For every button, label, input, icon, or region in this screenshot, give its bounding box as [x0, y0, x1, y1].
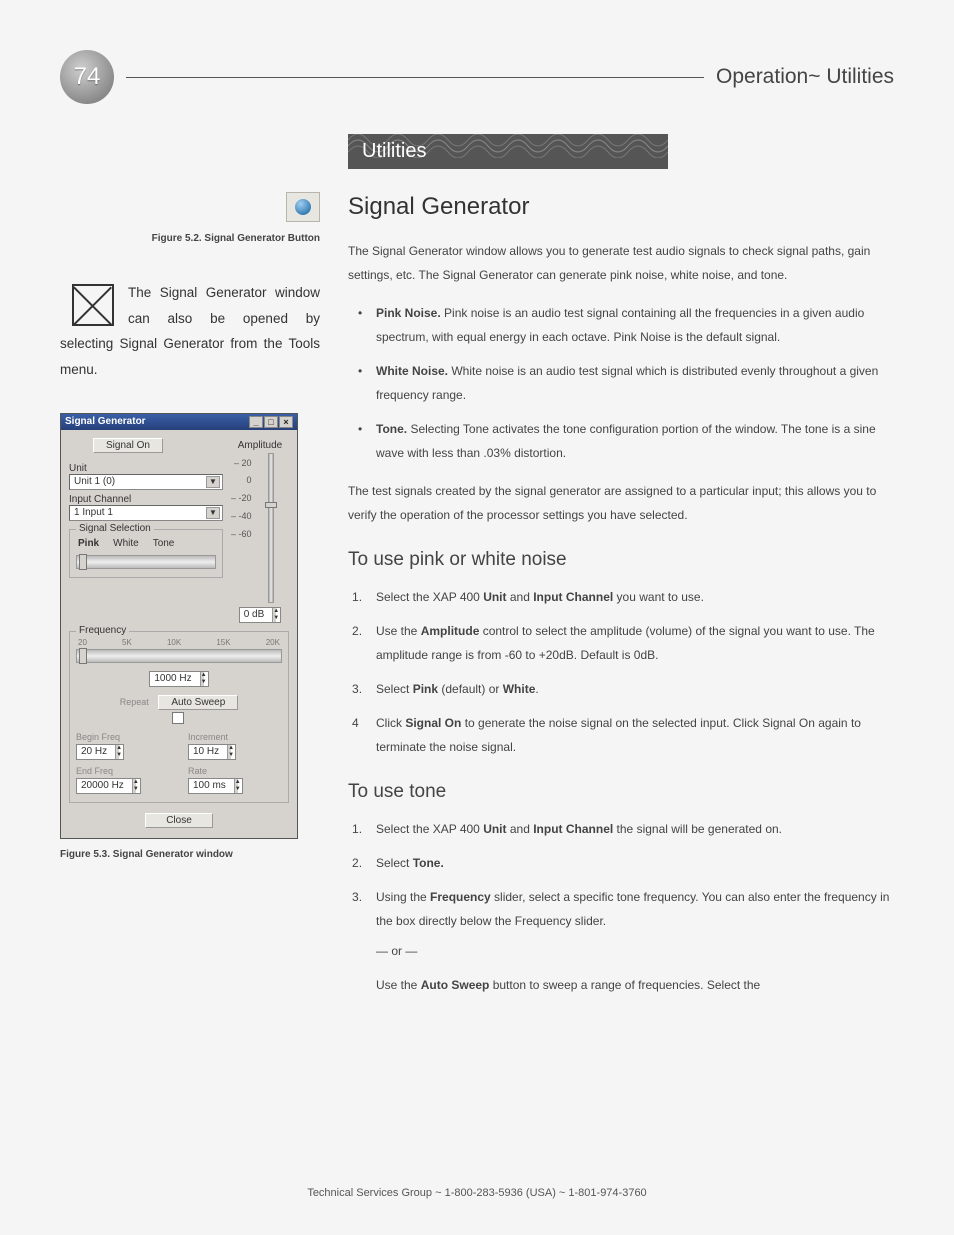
rate-spinner[interactable]: 100 ms▲▼ [188, 778, 243, 794]
noise-step-4: Click Signal On to generate the noise si… [348, 711, 894, 759]
signal-generator-button-icon [286, 192, 320, 222]
chevron-down-icon: ▼ [206, 476, 220, 488]
unit-value: Unit 1 (0) [74, 476, 115, 487]
page-footer: Technical Services Group ~ 1-800-283-593… [0, 1187, 954, 1199]
noise-step-2: Use the Amplitude control to select the … [348, 619, 894, 667]
close-icon[interactable]: × [279, 416, 293, 428]
frequency-label: Frequency [76, 625, 129, 636]
chevron-down-icon: ▼ [206, 507, 220, 519]
input-channel-label: Input Channel [69, 494, 223, 505]
input-channel-select[interactable]: 1 Input 1 ▼ [69, 505, 223, 521]
begin-freq-value: 20 Hz [77, 745, 111, 759]
section-title: Signal Generator [348, 193, 894, 221]
intro-paragraph: The Signal Generator window allows you t… [348, 239, 894, 287]
radio-pink[interactable]: Pink [78, 538, 99, 549]
bullet-white: White Noise. White noise is an audio tes… [348, 359, 894, 407]
maximize-icon[interactable]: □ [264, 416, 278, 428]
page-number-badge: 74 [60, 50, 114, 104]
header-rule [126, 77, 704, 78]
frequency-spinner[interactable]: 1000 Hz ▲▼ [149, 671, 208, 687]
amplitude-scale: – 20 0 – -20 – -40 – -60 [231, 451, 252, 607]
close-button[interactable]: Close [145, 813, 213, 828]
amplitude-spinner[interactable]: 0 dB ▲▼ [239, 607, 282, 623]
tip-icon [72, 284, 114, 326]
unit-label: Unit [69, 463, 223, 474]
tone-step-1: Select the XAP 400 Unit and Input Channe… [348, 817, 894, 841]
begin-freq-label: Begin Freq [76, 732, 170, 742]
amplitude-value: 0 dB [240, 608, 269, 622]
increment-label: Increment [188, 732, 282, 742]
end-freq-spinner[interactable]: 20000 Hz▲▼ [76, 778, 141, 794]
or-line: — or — [376, 939, 894, 963]
noise-steps: Select the XAP 400 Unit and Input Channe… [348, 585, 894, 759]
page-header: 74 Operation~ Utilities [60, 50, 894, 104]
utilities-banner: Utilities [348, 134, 668, 169]
frequency-group: Frequency 20 5K 10K 15K 20K 1000 Hz ▲▼ [69, 631, 289, 803]
amplitude-label: Amplitude [231, 440, 289, 451]
tone-step-2: Select Tone. [348, 851, 894, 875]
rate-value: 100 ms [189, 779, 230, 793]
frequency-ticks: 20 5K 10K 15K 20K [76, 638, 282, 647]
signal-selection-label: Signal Selection [76, 523, 154, 534]
sg-titlebar: Signal Generator _ □ × [61, 414, 297, 430]
minimize-icon[interactable]: _ [249, 416, 263, 428]
noise-type-list: Pink Noise. Pink noise is an audio test … [348, 301, 894, 465]
main-column: Utilities Signal Generator The Signal Ge… [348, 134, 894, 1007]
begin-freq-spinner[interactable]: 20 Hz▲▼ [76, 744, 124, 760]
rate-label: Rate [188, 766, 282, 776]
sg-title-text: Signal Generator [65, 416, 146, 427]
after-bullets-paragraph: The test signals created by the signal g… [348, 479, 894, 527]
tip-block: The Signal Generator window can also be … [60, 280, 320, 383]
figure-5-2-caption: Figure 5.2. Signal Generator Button [60, 233, 320, 244]
end-freq-label: End Freq [76, 766, 170, 776]
amplitude-slider[interactable] [268, 453, 274, 603]
unit-select[interactable]: Unit 1 (0) ▼ [69, 474, 223, 490]
repeat-label: Repeat [120, 697, 149, 707]
subhead-noise: To use pink or white noise [348, 549, 894, 571]
increment-value: 10 Hz [189, 745, 223, 759]
tone-step-3-cont: Use the Auto Sweep button to sweep a ran… [376, 973, 894, 997]
noise-step-1: Select the XAP 400 Unit and Input Channe… [348, 585, 894, 609]
signal-selection-slider[interactable] [76, 555, 216, 569]
radio-tone[interactable]: Tone [153, 538, 175, 549]
signal-selection-group: Signal Selection Pink White Tone [69, 529, 223, 578]
signal-on-button[interactable]: Signal On [93, 438, 163, 453]
subhead-tone: To use tone [348, 781, 894, 803]
signal-generator-window: Signal Generator _ □ × Signal On Unit Un… [60, 413, 298, 839]
header-breadcrumb: Operation~ Utilities [716, 65, 894, 89]
sidebar-column: Figure 5.2. Signal Generator Button The … [60, 134, 320, 1007]
tone-steps: Select the XAP 400 Unit and Input Channe… [348, 817, 894, 997]
figure-5-3-caption: Figure 5.3. Signal Generator window [60, 849, 320, 860]
end-freq-value: 20000 Hz [77, 779, 128, 793]
auto-sweep-button[interactable]: Auto Sweep [158, 695, 238, 710]
frequency-value: 1000 Hz [150, 672, 195, 686]
repeat-checkbox[interactable] [172, 712, 184, 724]
input-channel-value: 1 Input 1 [74, 507, 113, 518]
bullet-tone: Tone. Selecting Tone activates the tone … [348, 417, 894, 465]
increment-spinner[interactable]: 10 Hz▲▼ [188, 744, 236, 760]
noise-step-3: Select Pink (default) or White. [348, 677, 894, 701]
radio-white[interactable]: White [113, 538, 139, 549]
frequency-slider[interactable] [76, 649, 282, 663]
bullet-pink: Pink Noise. Pink noise is an audio test … [348, 301, 894, 349]
tone-step-3: Using the Frequency slider, select a spe… [348, 885, 894, 997]
